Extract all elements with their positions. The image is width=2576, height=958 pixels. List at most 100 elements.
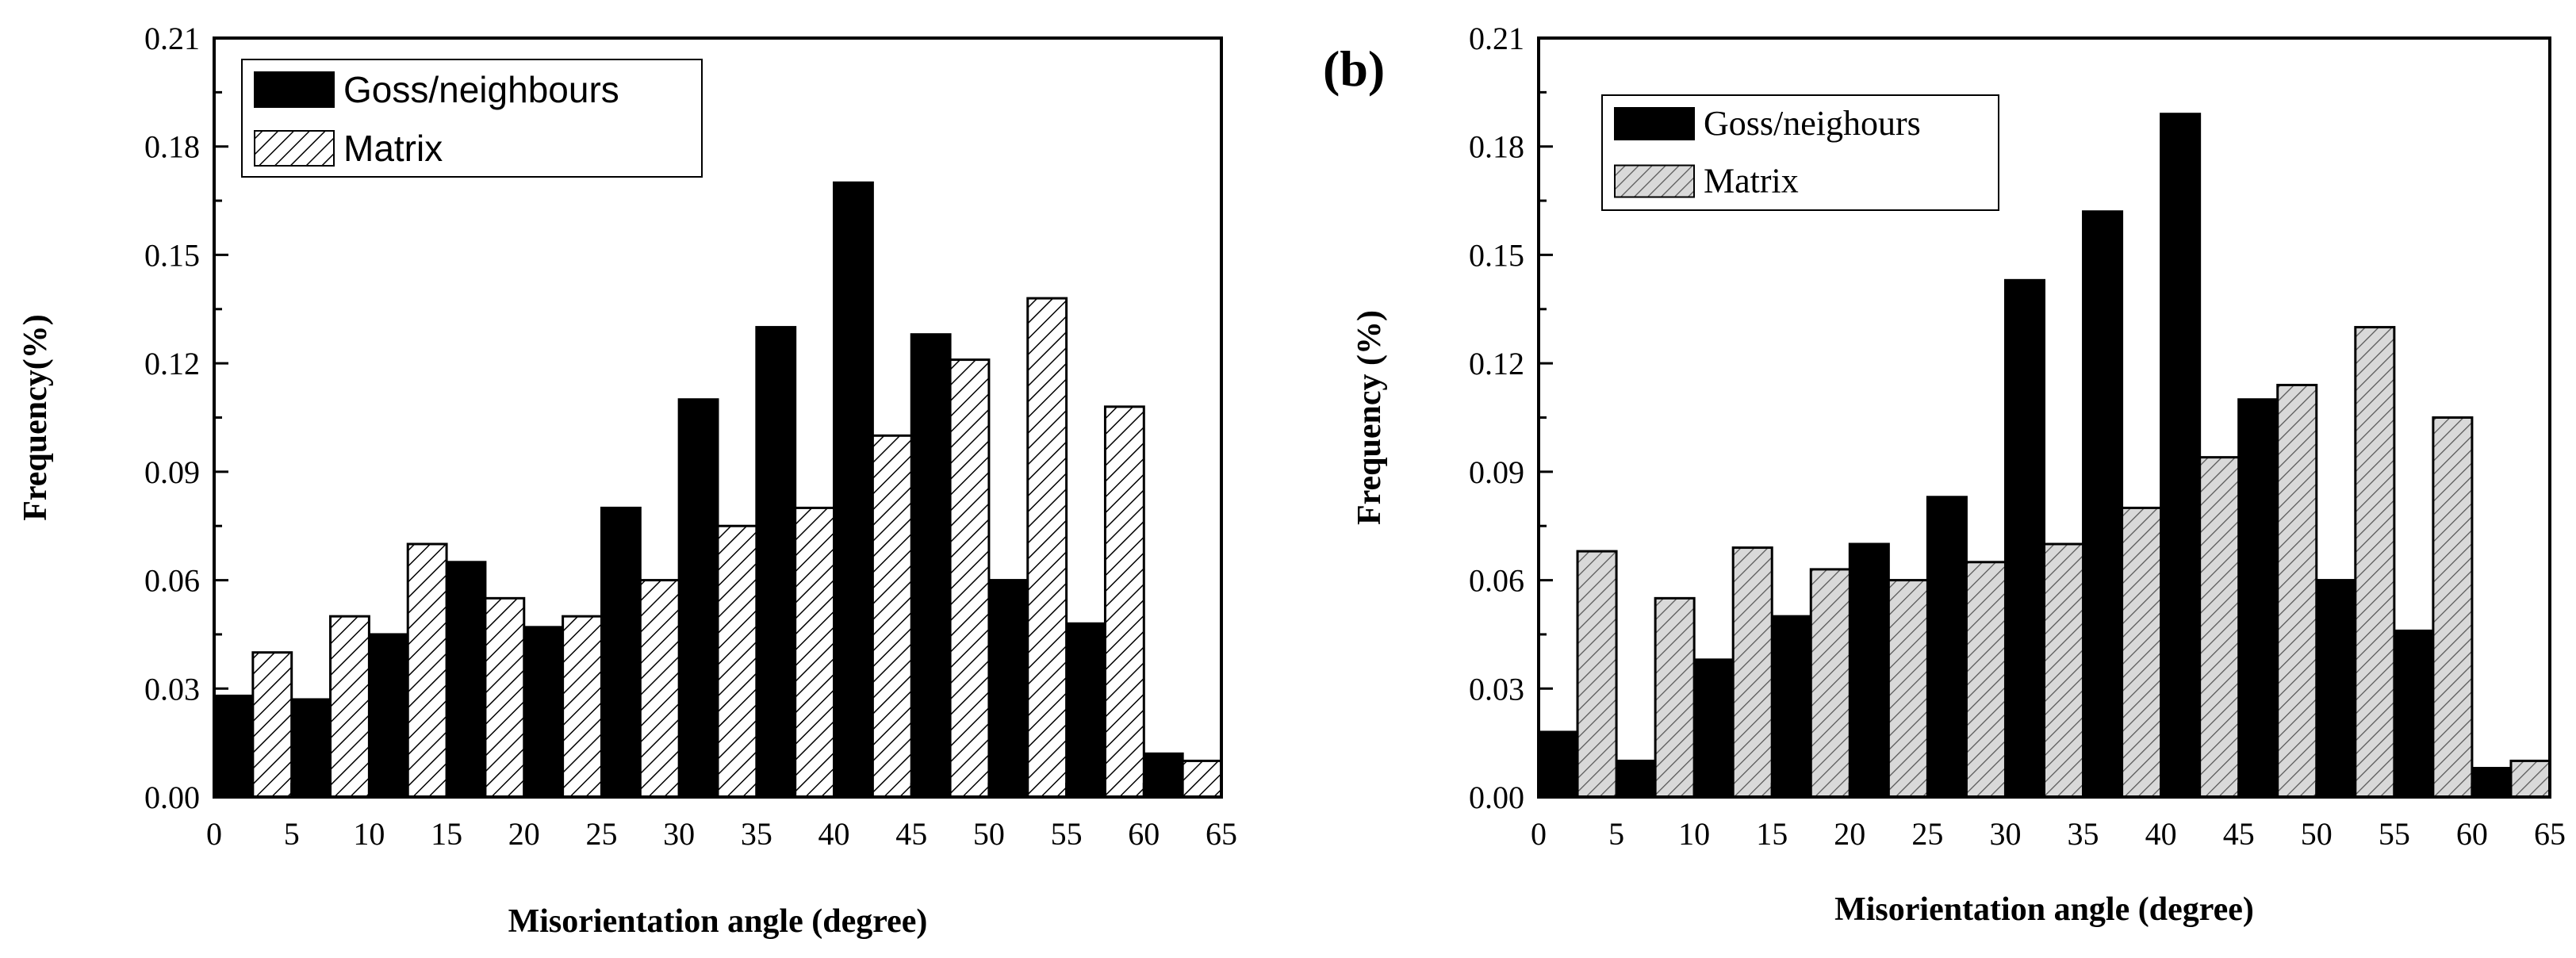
y-tick-label: 0.03: [1469, 671, 1524, 707]
x-tick-label: 15: [1756, 816, 1788, 852]
y-tick-label: 0.09: [1469, 454, 1524, 490]
legend-label-matrix: Matrix: [1704, 162, 1799, 201]
bar-matrix-35: [794, 506, 836, 799]
x-tick-label: 5: [284, 816, 300, 852]
bar-goss-55: [1065, 622, 1106, 799]
bar-goss-0: [213, 694, 255, 799]
bar-goss-60: [1142, 752, 1184, 799]
y-tick-label: 0.15: [1469, 237, 1524, 273]
bar-matrix-40: [871, 434, 913, 799]
x-tick-label: 40: [2145, 816, 2177, 852]
y-tick-label: 0.18: [144, 129, 200, 165]
legend-label-goss: Goss/neighbours: [343, 69, 619, 110]
bar-goss-15: [445, 561, 487, 799]
x-axis-label: Misorientation angle (degree): [508, 903, 928, 940]
bar-goss-30: [2003, 278, 2045, 799]
bar-goss-5: [290, 698, 332, 799]
bar-matrix-60: [2509, 759, 2551, 799]
y-tick-label: 0.12: [1469, 346, 1524, 381]
bar-goss-15: [1770, 615, 1812, 799]
bar-matrix-0: [251, 651, 293, 799]
bar-matrix-25: [638, 579, 680, 799]
y-tick-label: 0.12: [144, 346, 200, 381]
chart-b: 0.00 0.03 0.06 0.09 0.12 0.15 0.18 0.21 0 5 10 15 20…: [1323, 21, 2566, 928]
bar-matrix-5: [329, 615, 370, 799]
bar-goss-40: [833, 181, 874, 799]
x-tick-label: 10: [1678, 816, 1710, 852]
bar-matrix-55: [2432, 416, 2474, 799]
x-tick-label: 20: [508, 816, 540, 852]
x-tick-label: 25: [585, 816, 617, 852]
bar-matrix-15: [1809, 568, 1851, 799]
x-tick-label: 30: [663, 816, 695, 852]
bar-matrix-10: [1731, 546, 1773, 799]
y-tick-label: 0.00: [1469, 780, 1524, 815]
x-tick-label: 35: [2068, 816, 2099, 852]
bar-goss-35: [755, 326, 797, 799]
x-tick-label: 20: [1834, 816, 1865, 852]
bar-matrix-30: [2043, 542, 2085, 799]
bar-matrix-15: [484, 596, 526, 799]
bar-goss-50: [2315, 579, 2357, 799]
bar-matrix-60: [1181, 759, 1223, 799]
bar-matrix-20: [562, 615, 603, 799]
x-tick-label: 45: [2223, 816, 2255, 852]
legend-label-matrix: Matrix: [343, 128, 443, 169]
y-axis-label: Frequency (%): [1351, 310, 1388, 525]
y-tick-label: 0.21: [144, 21, 200, 56]
x-tick-label: 65: [1206, 816, 1237, 852]
x-tick-label: 60: [1128, 816, 1160, 852]
bar-goss-5: [1615, 759, 1657, 799]
x-tick-label: 5: [1608, 816, 1624, 852]
y-tick-label: 0.18: [1469, 129, 1524, 165]
bar-goss-45: [2237, 398, 2279, 799]
bar-matrix-35: [2121, 506, 2163, 799]
x-tick-label: 30: [1989, 816, 2021, 852]
x-tick-label: 45: [895, 816, 927, 852]
chart-a: 0.00 0.03 0.06 0.09 0.12 0.15 0.18 0.21 0 5 10 15 20…: [17, 21, 1237, 940]
bar-matrix-55: [1103, 405, 1145, 799]
x-axis-label: Misorientation angle (degree): [1834, 891, 2254, 928]
x-tick-label: 65: [2534, 816, 2566, 852]
legend-swatch-goss: [1614, 107, 1695, 140]
y-tick-label: 0.06: [1469, 563, 1524, 599]
bar-goss-45: [910, 333, 952, 799]
y-tick-label: 0.15: [144, 237, 200, 273]
bar-goss-40: [2160, 113, 2202, 799]
bar-matrix-25: [1965, 561, 2007, 799]
x-tick-label: 55: [1051, 816, 1083, 852]
x-tick-label: 60: [2456, 816, 2488, 852]
y-tick-label: 0.00: [144, 780, 200, 815]
x-tick-label: 25: [1911, 816, 1943, 852]
bar-goss-25: [600, 506, 642, 799]
bar-goss-25: [1926, 496, 1968, 799]
x-tick-label: 0: [206, 816, 222, 852]
legend-label-goss: Goss/neighours: [1704, 104, 1921, 143]
x-tick-label: 15: [431, 816, 462, 852]
legend-swatch-matrix: [1614, 164, 1695, 198]
bar-matrix-30: [716, 524, 758, 799]
bar-matrix-50: [1026, 297, 1068, 799]
bar-goss-10: [367, 633, 409, 799]
legend-swatch-matrix: [254, 130, 335, 167]
x-tick-label: 50: [973, 816, 1005, 852]
legend-swatch-goss: [254, 71, 335, 108]
y-tick-label: 0.03: [144, 671, 200, 707]
bar-goss-10: [1692, 658, 1735, 799]
bar-matrix-5: [1654, 596, 1696, 799]
y-tick-label: 0.09: [144, 454, 200, 490]
bar-matrix-20: [1887, 579, 1929, 799]
x-tick-label: 55: [2379, 816, 2410, 852]
bar-matrix-0: [1576, 550, 1618, 799]
bar-goss-35: [2082, 210, 2124, 799]
y-axis-label: Frequency(%): [17, 314, 54, 521]
x-tick-label: 40: [818, 816, 850, 852]
x-tick-label: 10: [353, 816, 385, 852]
bar-matrix-45: [2276, 383, 2318, 799]
bar-goss-55: [2393, 629, 2435, 799]
bar-matrix-40: [2198, 456, 2241, 799]
x-tick-label: 0: [1531, 816, 1547, 852]
bar-goss-20: [1848, 542, 1890, 799]
panel-label: (b): [1323, 40, 1385, 97]
